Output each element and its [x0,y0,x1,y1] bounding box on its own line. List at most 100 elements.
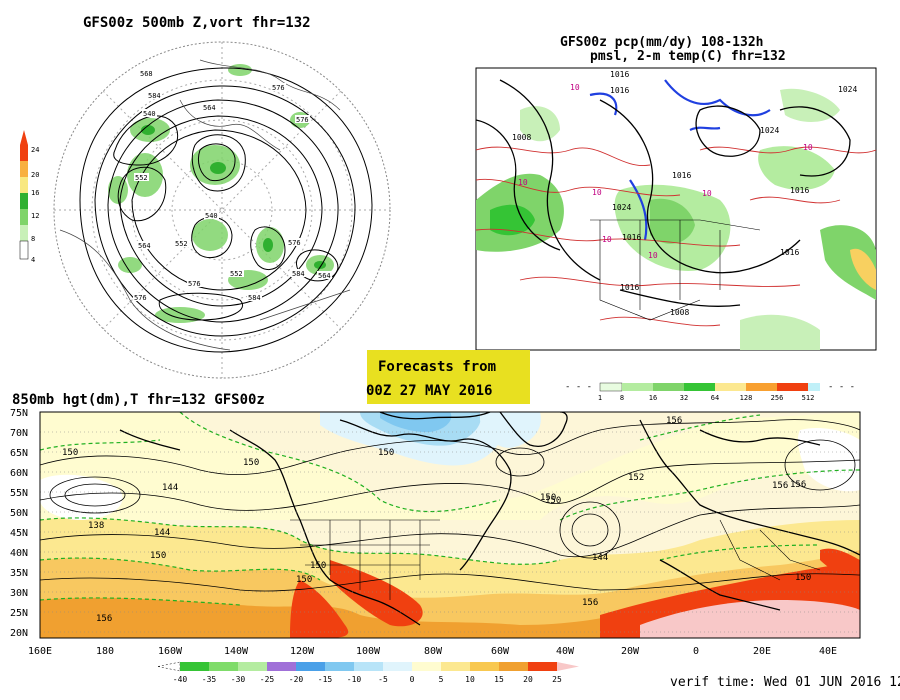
precip-colorbar-tick: 1 [598,394,602,402]
precip-colorbar-tick: 32 [680,394,688,402]
850mb-map-content [40,412,860,638]
height-contour-label: 156 [790,480,806,490]
colorbar-tick-label: 25 [552,675,562,684]
colorbar-tick-label: -35 [202,675,217,684]
contour-label-bg [291,269,306,277]
colorbar-swatch [528,662,557,671]
colorbar-swatch [180,662,209,671]
height-contour-label: 552 [230,270,243,278]
contour-label-bg [317,271,332,279]
height-contour-label: 150 [378,448,394,458]
height-contour-label: 584 [292,270,305,278]
precip-colorbar: - - - - - - [565,382,855,392]
500mb-colorbar-labels: 24 20 16 12 8 4 [31,146,39,264]
longitude-label: 140W [224,646,249,657]
colorbar-swatch [296,662,325,671]
height-contour-label: 540 [205,212,218,220]
longitude-label: 60W [491,646,510,657]
isobar-label: 1016 [610,70,629,79]
height-contours-850 [40,419,860,592]
contour-label-bg [142,109,157,117]
height-contour-label: 144 [592,553,608,563]
latitude-label: 25N [10,608,28,619]
temperature-label: 10 [602,235,612,244]
height-contour-label: 150 [310,561,326,571]
longitude-labels: 160E 180 160W 140W 120W 100W 80W 60W 40W 20W 0 20E 4… [28,646,837,657]
colorbar-swatch [470,662,499,671]
freezing-contours [589,79,771,241]
temperature-label: 10 [592,188,602,197]
isobar-label: 1008 [512,133,531,142]
isobar-label: 1024 [760,126,779,135]
isobar-label: 1016 [620,283,639,292]
height-contours [79,67,373,353]
temperature-fill [40,412,860,638]
height-contour-label: 576 [296,116,309,124]
isobar-label: 1024 [612,203,631,212]
latitude-label: 45N [10,528,28,539]
isobar-label: 1008 [670,308,689,317]
contour-label-bg [271,83,286,91]
colorbar-tick-label: -40 [173,675,188,684]
height-contour-label: 144 [154,528,170,538]
colorbar-tick-label: 10 [465,675,475,684]
longitude-label: 80W [424,646,443,657]
height-contour-label: 156 [582,598,598,608]
coastlines [59,59,351,351]
height-contour-label: 150 [545,496,561,506]
temperature-label: 10 [570,83,580,92]
forecast-banner-line2: 00Z 27 MAY 2016 [366,383,493,399]
colorbar-tick-label: 16 [31,189,39,197]
precip-colorbar-tick: 64 [711,394,719,402]
500mb-colorbar [19,130,29,260]
colorbar-tick-label: 8 [31,235,35,243]
graticule [40,431,860,633]
height-contour-label: 156 [96,614,112,624]
isobars [476,79,851,307]
longitude-label: 40E [819,646,837,657]
isobar-label: 1016 [672,171,691,180]
political-boundaries [590,219,761,321]
contour-label-bg [295,115,310,123]
850mb-frame [39,411,861,639]
colorbar-swatch [238,662,267,671]
height-contour-label: 552 [175,240,188,248]
contour-label-bg [134,173,149,181]
svg-text:- - -: - - - [828,382,855,392]
height-contour-label: 564 [138,242,151,250]
height-contour-label: 540 [143,110,156,118]
colorbar-tick-label: 4 [31,256,35,264]
temperature-label: 10 [702,189,712,198]
longitude-label: 20W [621,646,640,657]
colorbar-swatch [412,662,441,671]
precip-title-line2: pmsl, 2-m temp(C) fhr=132 [590,49,786,64]
850mb-contour-labels: 1501441501501561381441501501501561501441… [62,416,811,624]
colorbar-swatch [383,662,412,671]
height-contour-label: 150 [540,493,556,503]
borders-850 [290,519,821,600]
temperature-label: 10 [803,143,813,152]
height-contour-label: 564 [203,104,216,112]
height-contour-label: 156 [772,481,788,491]
forecast-banner-line1: Forecasts from [378,359,497,375]
height-contour-label: 568 [140,70,153,78]
850mb-colorbar [157,661,579,672]
longitude-label: 20E [753,646,771,657]
isobar-label: 1016 [780,248,799,257]
longitude-label: 100W [356,646,381,657]
colorbar-tick-label: 0 [410,675,415,684]
colorbar-swatch [499,662,528,671]
contour-label-bg [147,91,162,99]
svg-text:- - -: - - - [565,382,592,392]
height-contour-label: 576 [134,294,147,302]
height-contour-label: 150 [243,458,259,468]
panel-500mb: 24 20 16 12 8 4 568 576 584 540 552 564 576 540 552 57… [19,41,391,379]
forecast-banner [367,350,530,404]
precip-map-labels: 1016 1016 1008 1024 1024 1016 1016 1024 1016 1016… [512,70,857,317]
latitude-label: 30N [10,588,28,599]
colorbar-high-arrow [557,662,579,671]
height-contour-label: 138 [88,521,104,531]
precip-colorbar-tick: 512 [802,394,815,402]
contour-label-bg [247,293,262,301]
height-contour-label: 150 [795,573,811,583]
